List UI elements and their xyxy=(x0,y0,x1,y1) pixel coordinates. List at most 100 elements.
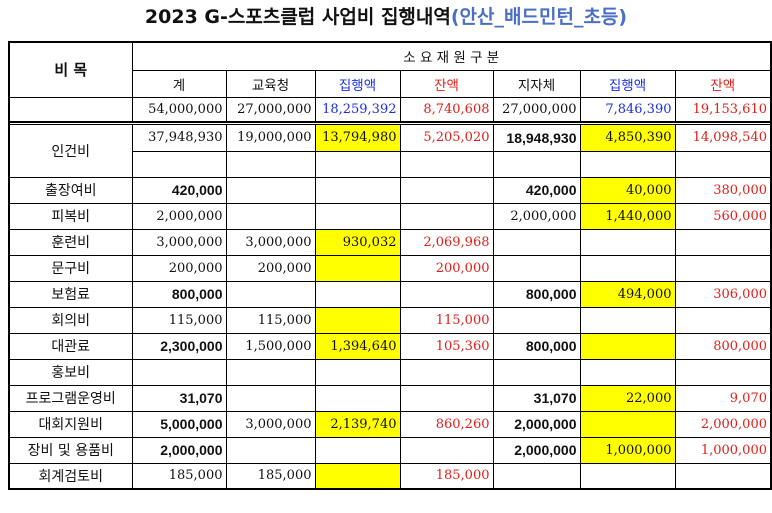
cell-edu-exec: 2,139,740 xyxy=(314,410,401,438)
table-row: 훈련비 3,000,000 3,000,000 930,032 2,069,96… xyxy=(8,228,772,256)
cell-edu-balance: 5,205,020 xyxy=(399,123,494,152)
funding-group-header: 소 요 재 원 구 분 xyxy=(131,41,772,71)
cell-local-balance: 380,000 xyxy=(674,176,772,204)
col-local-exec: 집행액 xyxy=(579,69,676,98)
cell-local-exec: 4,850,390 xyxy=(579,123,676,152)
cell-local-exec: 1,440,000 xyxy=(579,202,676,230)
expense-table: 비 목 소 요 재 원 구 분 계 교육청 집행액 잔액 지자체 집행액 잔액 … xyxy=(8,41,772,490)
cell-edu-balance: 115,000 xyxy=(399,306,494,334)
row-label: 대회지원비 xyxy=(8,410,133,438)
cell-total: 800,000 xyxy=(131,280,227,308)
cell-local: 18,948,930 xyxy=(492,123,581,152)
row-label: 인건비 xyxy=(8,123,133,178)
cell-edu: 19,000,000 xyxy=(225,123,316,152)
cell-local-exec xyxy=(579,332,676,360)
table-row-sub xyxy=(9,150,772,178)
cell-local-exec: 494,000 xyxy=(579,280,676,308)
col-edu-exec: 집행액 xyxy=(314,69,401,98)
table-row: 대회지원비 5,000,000 3,000,000 2,139,740 860,… xyxy=(8,410,772,438)
cell-local-balance: 560,000 xyxy=(674,202,772,230)
row-label: 훈련비 xyxy=(8,228,133,256)
cell-total: 31,070 xyxy=(131,384,227,412)
cell-total: 185,000 xyxy=(131,462,227,490)
cell-edu: 1,500,000 xyxy=(225,332,316,360)
cell-edu-balance: 2,069,968 xyxy=(399,228,494,256)
cell-total: 37,948,930 xyxy=(131,123,227,152)
total-cell: 27,000,000 xyxy=(225,96,316,123)
cell-total: 3,000,000 xyxy=(131,228,227,256)
table-row: 문구비 200,000 200,000 200,000 xyxy=(8,254,772,282)
cell-local-balance: 14,098,540 xyxy=(674,123,772,152)
header-row-2: 계 교육청 집행액 잔액 지자체 집행액 잔액 xyxy=(9,69,772,98)
row-label: 대관료 xyxy=(8,332,133,360)
row-label: 회계검토비 xyxy=(8,462,133,490)
table-row: 프로그램운영비 31,070 31,070 22,000 9,070 xyxy=(8,384,772,412)
cell-local-balance: 9,070 xyxy=(674,384,772,412)
total-cell: 19,153,610 xyxy=(674,96,772,123)
col-total: 계 xyxy=(131,69,227,98)
row-label: 회의비 xyxy=(8,306,133,334)
table-row: 대관료 2,300,000 1,500,000 1,394,640 105,36… xyxy=(8,332,772,360)
row-label: 프로그램운영비 xyxy=(8,384,133,412)
cell-edu-exec: 930,032 xyxy=(314,228,401,256)
total-cell: 7,846,390 xyxy=(579,96,676,123)
col-local-balance: 잔액 xyxy=(674,69,772,98)
cell-edu: 3,000,000 xyxy=(225,228,316,256)
col-local-gov: 지자체 xyxy=(492,69,581,98)
cell-local-exec: 22,000 xyxy=(579,384,676,412)
table-row: 회의비 115,000 115,000 115,000 xyxy=(8,306,772,334)
cell-total: 200,000 xyxy=(131,254,227,282)
cell-local: 800,000 xyxy=(492,332,581,360)
cell-total: 2,000,000 xyxy=(131,202,227,230)
cell-edu: 185,000 xyxy=(225,462,316,490)
row-label: 출장여비 xyxy=(8,176,133,204)
title-main: 2023 G-스포츠클럽 사업비 집행내역 xyxy=(144,6,451,28)
cell-local: 420,000 xyxy=(492,176,581,204)
table-row: 회계검토비 185,000 185,000 185,000 xyxy=(8,462,772,490)
table-row: 홍보비 xyxy=(8,358,772,386)
header-row-1: 비 목 소 요 재 원 구 분 xyxy=(8,41,772,98)
cell-local-balance: 800,000 xyxy=(674,332,772,360)
cell-local-exec: 1,000,000 xyxy=(579,436,676,464)
table-row: 피복비 2,000,000 2,000,000 1,440,000 560,00… xyxy=(8,202,772,230)
page-title: 2023 G-스포츠클럽 사업비 집행내역(안산_배드민턴_초등) xyxy=(0,2,772,29)
cell-local: 2,000,000 xyxy=(492,202,581,230)
row-label: 문구비 xyxy=(8,254,133,282)
cell-total: 115,000 xyxy=(131,306,227,334)
title-suffix: (안산_배드민턴_초등) xyxy=(450,6,628,28)
table-row: 장비 및 용품비 2,000,000 2,000,000 1,000,000 1… xyxy=(8,436,772,464)
row-label: 피복비 xyxy=(8,202,133,230)
cell-edu-exec xyxy=(314,306,401,334)
totals-row: 54,000,000 27,000,000 18,259,392 8,740,6… xyxy=(8,96,772,123)
cell-local-balance: 2,000,000 xyxy=(674,410,772,438)
total-cell: 27,000,000 xyxy=(492,96,581,123)
total-cell: 8,740,608 xyxy=(399,96,494,123)
table-row: 출장여비 420,000 420,000 40,000 380,000 xyxy=(8,176,772,204)
cell-total: 420,000 xyxy=(131,176,227,204)
cell-edu-balance: 200,000 xyxy=(399,254,494,282)
cell-edu-exec xyxy=(314,254,401,282)
cell-local-balance: 306,000 xyxy=(674,280,772,308)
cell-total: 2,000,000 xyxy=(131,436,227,464)
cell-edu-balance: 185,000 xyxy=(399,462,494,490)
cell-edu-exec: 1,394,640 xyxy=(314,332,401,360)
total-cell: 18,259,392 xyxy=(314,96,401,123)
row-label: 홍보비 xyxy=(8,358,133,386)
total-cell: 54,000,000 xyxy=(131,96,227,123)
table-row: 인건비 37,948,930 19,000,000 13,794,980 5,2… xyxy=(8,123,772,178)
cell-local: 2,000,000 xyxy=(492,436,581,464)
cell-edu-exec: 13,794,980 xyxy=(314,123,401,152)
cell-edu: 3,000,000 xyxy=(225,410,316,438)
cell-edu: 115,000 xyxy=(225,306,316,334)
cell-total: 5,000,000 xyxy=(131,410,227,438)
cell-local-exec: 40,000 xyxy=(579,176,676,204)
cell-edu-balance: 860,260 xyxy=(399,410,494,438)
row-label: 보험료 xyxy=(8,280,133,308)
cell-total: 2,300,000 xyxy=(131,332,227,360)
cell-local-exec xyxy=(579,410,676,438)
cell-edu: 200,000 xyxy=(225,254,316,282)
cell-edu-balance: 105,360 xyxy=(399,332,494,360)
cell-edu-exec xyxy=(314,462,401,490)
cell-local-balance: 1,000,000 xyxy=(674,436,772,464)
totals-label xyxy=(8,96,133,123)
